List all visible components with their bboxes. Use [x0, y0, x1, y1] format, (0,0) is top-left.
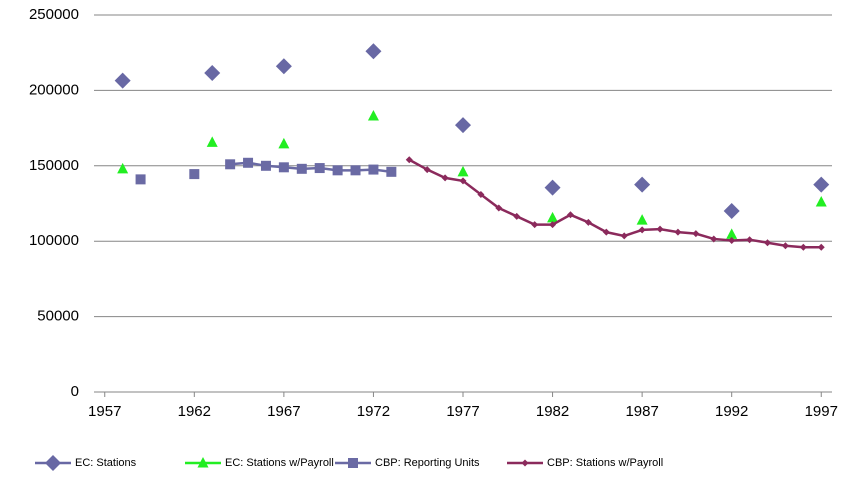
x-tick-label: 1957	[88, 403, 121, 420]
x-tick-label: 1977	[446, 403, 479, 420]
legend-label: CBP: Stations w/Payroll	[547, 457, 663, 469]
data-point	[710, 235, 718, 243]
data-point	[813, 176, 830, 193]
data-point	[206, 136, 218, 147]
data-point	[423, 166, 431, 174]
data-point	[350, 165, 361, 176]
data-point	[278, 137, 290, 149]
data-point	[204, 65, 221, 82]
x-tick-label: 1972	[357, 403, 390, 420]
data-point	[386, 166, 397, 177]
data-point	[781, 242, 789, 250]
legend-label: CBP: Reporting Units	[375, 457, 480, 469]
data-point	[275, 58, 292, 75]
data-point	[636, 214, 648, 225]
data-point	[634, 176, 651, 193]
data-point	[365, 43, 382, 60]
data-point	[314, 163, 325, 174]
x-tick-label: 1987	[625, 403, 658, 420]
data-point	[225, 159, 236, 170]
x-tick-label: 1967	[267, 403, 300, 420]
y-tick-label: 200000	[29, 81, 79, 98]
data-point	[260, 160, 271, 171]
y-tick-label: 150000	[29, 157, 79, 174]
data-point	[544, 179, 561, 196]
data-point	[367, 110, 379, 121]
legend-label: EC: Stations	[75, 457, 137, 469]
series-line	[230, 161, 392, 174]
data-point	[584, 218, 592, 226]
data-point	[638, 226, 646, 234]
data-point	[726, 228, 738, 239]
legend-marker	[45, 455, 61, 471]
data-point	[566, 211, 574, 219]
data-point	[531, 221, 539, 229]
data-point	[746, 236, 754, 244]
data-point	[723, 203, 740, 220]
data-point	[441, 174, 449, 182]
data-point	[405, 156, 413, 164]
data-point	[728, 236, 736, 244]
data-point	[117, 162, 129, 174]
data-point	[332, 165, 343, 176]
data-point	[815, 195, 827, 207]
data-point	[513, 212, 521, 220]
x-tick-label: 1992	[715, 403, 748, 420]
data-point	[692, 230, 700, 238]
data-point	[296, 163, 307, 174]
data-point	[799, 243, 807, 251]
data-point	[459, 177, 467, 185]
data-point	[189, 169, 200, 180]
data-point	[477, 190, 485, 198]
x-tick-label: 1962	[178, 403, 211, 420]
data-point	[135, 174, 146, 185]
y-tick-label: 100000	[29, 232, 79, 249]
y-tick-label: 50000	[37, 308, 79, 325]
data-point	[656, 225, 664, 233]
data-point	[368, 164, 379, 175]
data-point	[602, 228, 610, 236]
legend-marker	[197, 457, 209, 468]
data-point	[243, 157, 254, 168]
x-tick-label: 1997	[805, 403, 838, 420]
data-point	[817, 243, 825, 251]
legend-marker	[521, 459, 529, 467]
data-point	[620, 232, 628, 240]
data-point	[674, 228, 682, 236]
y-tick-label: 250000	[29, 6, 79, 23]
legend-marker	[348, 458, 358, 468]
data-point	[547, 211, 559, 223]
legend-label: EC: Stations w/Payroll	[225, 457, 334, 469]
data-point	[114, 72, 131, 89]
data-point	[549, 221, 557, 229]
series-line	[408, 158, 822, 249]
x-tick-label: 1982	[536, 403, 569, 420]
data-point	[495, 204, 503, 212]
data-point	[278, 162, 289, 173]
data-point	[455, 117, 471, 134]
data-point	[764, 239, 772, 247]
data-point	[457, 165, 469, 177]
y-tick-label: 0	[71, 383, 79, 400]
